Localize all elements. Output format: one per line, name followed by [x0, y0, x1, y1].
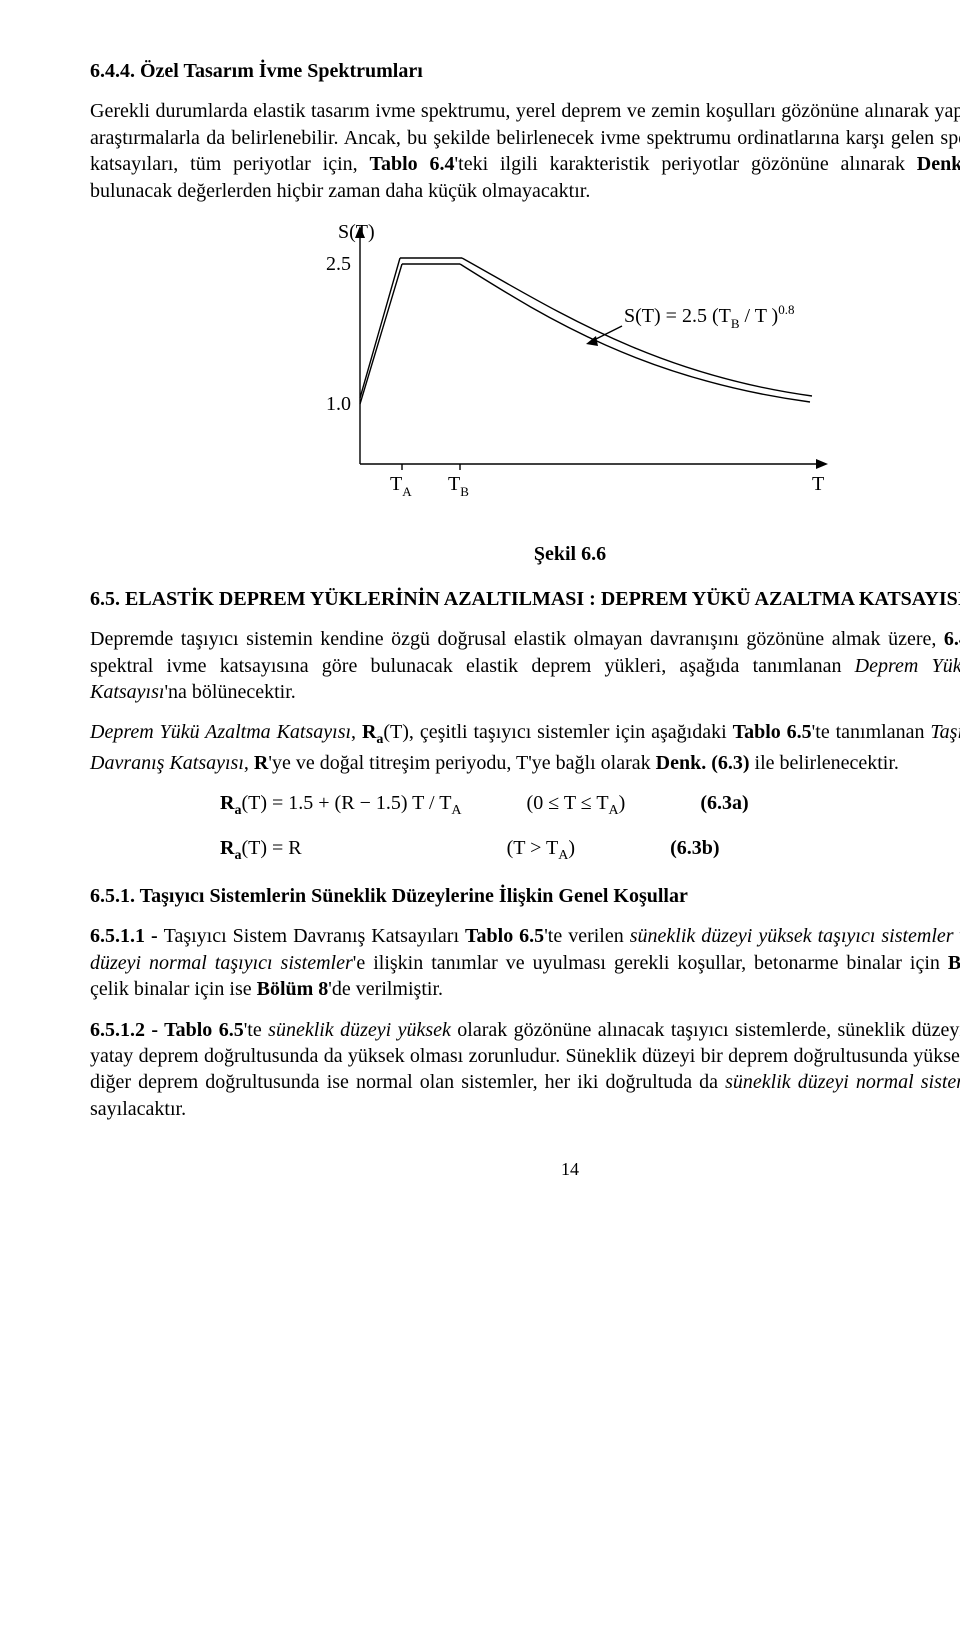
text: 1.5) T / T: [371, 792, 452, 814]
text: ve: [954, 925, 960, 947]
x-tick-ta: TA: [390, 473, 412, 499]
y-tick-2-5: 2.5: [326, 253, 351, 275]
text: 'de verilmiştir.: [328, 978, 443, 1000]
text: (0: [527, 792, 549, 814]
heading-title: ELASTİK DEPREM YÜKLERİNİN AZALTILMASI : …: [125, 588, 960, 610]
para-6-5-1-2: 6.5.1.2 - Tablo 6.5'te süneklik düzeyi y…: [90, 1017, 960, 1123]
text: T: [592, 792, 609, 814]
text: (T), çeşitli taşıyıcı sistemler için aşa…: [383, 721, 732, 743]
text: 'na bölünecektir.: [164, 681, 295, 703]
text: (T > T: [507, 837, 559, 859]
text: 'te tanımlanan: [812, 721, 931, 743]
para-6-4-4: Gerekli durumlarda elastik tasarım ivme …: [90, 98, 960, 204]
heading-title: Özel Tasarım İvme Spektrumları: [140, 60, 423, 82]
equation-6-3a: Ra(T) = 1.5 + (R − 1.5) T / TA (0 ≤ T ≤ …: [220, 790, 960, 820]
ref-tablo-6-5: Tablo 6.5: [164, 1019, 244, 1041]
sym-R2: R: [254, 752, 268, 774]
term: süneklik düzeyi yüksek taşıyıcı sistemle…: [630, 925, 954, 947]
text: 'teki ilgili karakteristik periyotlar gö…: [455, 153, 917, 175]
page-number: 14: [90, 1158, 960, 1182]
text: (T) = R: [241, 837, 301, 859]
text: (T) = 1.5 + (R: [241, 792, 359, 814]
sym: R: [220, 837, 234, 859]
spacer: [462, 792, 527, 814]
x-tick-tb: TB: [448, 473, 469, 499]
text: Depremde taşıyıcı sistemin kendine özgü …: [90, 628, 944, 650]
ref-denk-6-1: Denk. (6.1): [917, 153, 960, 175]
heading-6-4-4: 6.4.4. Özel Tasarım İvme Spektrumları: [90, 58, 960, 84]
ref-tablo-6-4: Tablo 6.4: [370, 153, 455, 175]
le: ≤: [581, 792, 592, 814]
para-6-5-1: Depremde taşıyıcı sistemin kendine özgü …: [90, 626, 960, 705]
le: ≤: [548, 792, 559, 814]
term: süneklik düzeyi yüksek: [268, 1019, 451, 1041]
figure-caption: Şekil 6.6: [90, 541, 960, 567]
para-6-5-2: Deprem Yükü Azaltma Katsayısı, Ra(T), çe…: [90, 719, 960, 776]
text: ,: [244, 752, 254, 774]
minus: −: [360, 792, 371, 814]
clause-num: 6.5.1.2 -: [90, 1019, 164, 1041]
equation-6-3b: Ra(T) = R (T > TA) (6.3b): [220, 835, 960, 865]
text: 'te verilen: [544, 925, 630, 947]
text: T: [559, 792, 581, 814]
term: süneklik düzeyi normal sistemler: [725, 1071, 960, 1093]
heading-num: 6.5.1.: [90, 885, 140, 907]
x-axis-end: T: [812, 473, 824, 495]
heading-6-5-1: 6.5.1. Taşıyıcı Sistemlerin Süneklik Düz…: [90, 883, 960, 909]
heading-num: 6.4.4.: [90, 60, 140, 82]
spacer: [575, 837, 670, 859]
sym: R: [220, 792, 234, 814]
term: Deprem Yükü Azaltma Katsayısı: [90, 721, 351, 743]
ref-tablo-6-5: Tablo 6.5: [465, 925, 544, 947]
clause-num: 6.5.1.1 -: [90, 925, 164, 947]
y-tick-1-0: 1.0: [326, 393, 351, 415]
sym-R: R: [362, 721, 376, 743]
ref-tablo-6-5: Tablo 6.5: [733, 721, 812, 743]
para-6-5-1-1: 6.5.1.1 - Taşıyıcı Sistem Davranış Katsa…: [90, 923, 960, 1002]
ref-bolum-7: Bölüm 7: [948, 952, 960, 974]
figure-6-6: S(T) 2.5 1.0 TA TB T S(T) = 2.5 (TB / T …: [290, 224, 850, 531]
sub: A: [558, 848, 568, 863]
heading-6-5: 6.5. ELASTİK DEPREM YÜKLERİNİN AZALTILMA…: [90, 586, 960, 612]
text: ,: [351, 721, 362, 743]
text: 'te: [244, 1019, 268, 1041]
eq-num: (6.3a): [700, 792, 748, 814]
ref-bolum-8: Bölüm 8: [257, 978, 329, 1000]
ref-denk-6-3: Denk. (6.3): [656, 752, 750, 774]
text: 'e ilişkin tanımlar ve uyulması gerekli …: [353, 952, 948, 974]
spectrum-chart-svg: S(T) 2.5 1.0 TA TB T S(T) = 2.5 (TB / T …: [290, 224, 850, 524]
text: Taşıyıcı Sistem Davranış Katsayıları: [164, 925, 465, 947]
spacer: [625, 792, 700, 814]
text: ile belirlenecektir.: [750, 752, 899, 774]
ref-6-4: 6.4: [944, 628, 960, 650]
heading-title: Taşıyıcı Sistemlerin Süneklik Düzeylerin…: [140, 885, 688, 907]
sub: A: [451, 803, 461, 818]
text: 'ye ve doğal titreşim periyodu, T'ye bağ…: [268, 752, 655, 774]
sub: A: [609, 803, 619, 818]
eq-num: (6.3b): [670, 837, 719, 859]
spacer: [302, 837, 507, 859]
heading-num: 6.5.: [90, 588, 125, 610]
curve-formula: S(T) = 2.5 (TB / T )0.8: [624, 302, 794, 331]
y-axis-label: S(T): [338, 224, 375, 243]
